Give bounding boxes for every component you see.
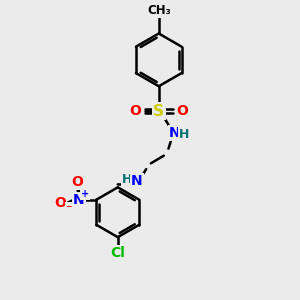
Text: S: S (153, 104, 164, 119)
Text: +: + (81, 189, 89, 199)
Text: H: H (179, 128, 190, 141)
Text: O: O (71, 175, 83, 189)
Text: O: O (129, 104, 141, 118)
Text: O: O (176, 104, 188, 118)
Text: Cl: Cl (110, 246, 125, 260)
Text: H: H (122, 173, 133, 186)
Text: ⁻: ⁻ (66, 203, 72, 216)
Text: O: O (54, 196, 66, 210)
Text: N: N (73, 193, 84, 207)
Text: CH₃: CH₃ (147, 4, 171, 17)
Text: N: N (169, 126, 181, 140)
Text: N: N (131, 175, 142, 188)
